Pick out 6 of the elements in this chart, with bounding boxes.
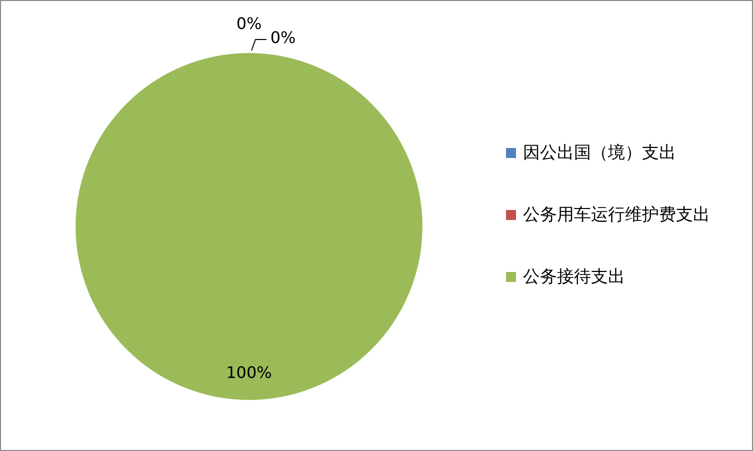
data-label: 100% — [226, 363, 272, 382]
legend-label: 公务用车运行维护费支出 — [523, 204, 710, 227]
text: 0% — [270, 28, 296, 48]
legend-label: 公务接待支出 — [523, 266, 625, 289]
legend-label: 因公出国（境）支出 — [523, 142, 676, 165]
text: 0% — [236, 14, 262, 34]
